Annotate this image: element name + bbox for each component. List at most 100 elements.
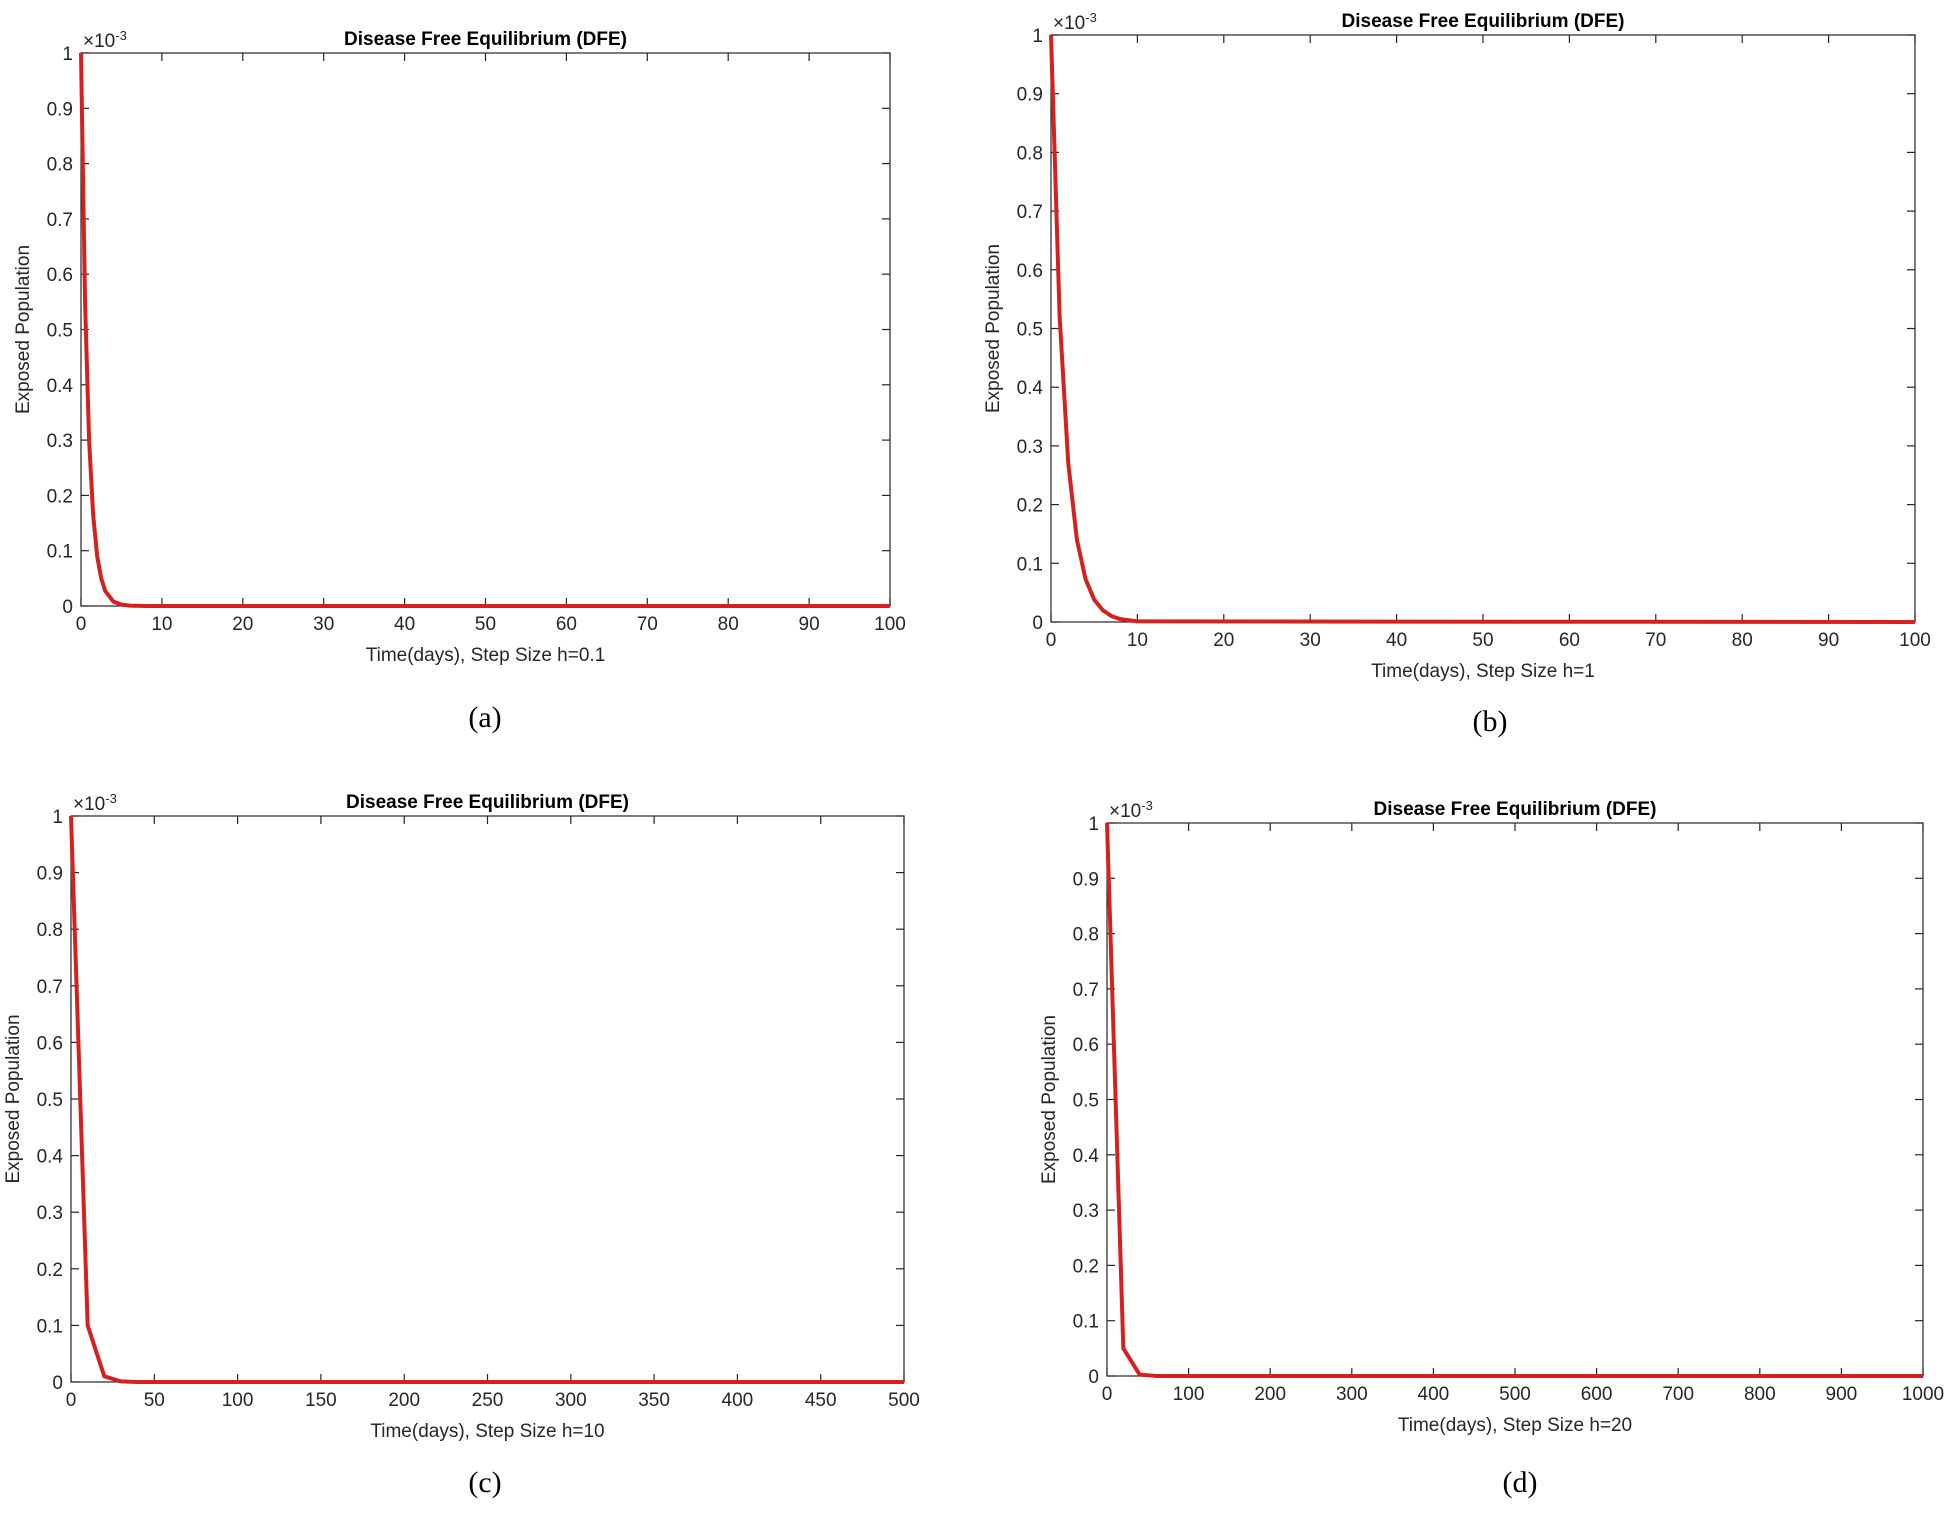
x-tick-label: 300 xyxy=(1336,1384,1368,1405)
x-tick-label: 90 xyxy=(799,614,820,635)
x-tick-label: 0 xyxy=(76,614,87,635)
x-tick-label: 10 xyxy=(1127,630,1148,651)
x-tick-label: 50 xyxy=(1472,630,1493,651)
multiplier-exponent: -3 xyxy=(115,28,127,43)
y-tick-label: 0.4 xyxy=(37,1147,64,1168)
y-tick-label: 0.3 xyxy=(1073,1201,1099,1222)
y-axis-label: Exposed Population xyxy=(1039,1015,1060,1184)
axis-multiplier: ×10-3 xyxy=(73,791,117,815)
y-tick-label: 0.8 xyxy=(1073,925,1099,946)
x-tick-label: 250 xyxy=(472,1390,504,1411)
panel-label: (c) xyxy=(468,1466,501,1499)
x-tick-label: 90 xyxy=(1818,630,1839,651)
x-tick-label: 60 xyxy=(1559,630,1580,651)
x-axis-label: Time(days), Step Size h=1 xyxy=(1371,661,1595,682)
x-axis-label: Time(days), Step Size h=10 xyxy=(370,1421,604,1442)
y-tick-label: 0.5 xyxy=(1017,320,1043,341)
multiplier-base: ×10 xyxy=(1053,13,1085,34)
x-tick-label: 200 xyxy=(1254,1384,1286,1405)
x-tick-label: 10 xyxy=(151,614,172,635)
y-tick-label: 0.3 xyxy=(47,431,73,452)
y-tick-label: 0.8 xyxy=(1017,143,1043,164)
y-tick-label: 1 xyxy=(52,807,63,828)
chart-panel: 0 10 20 30 40 50 60 70 80 90 100 0 0.1 0.2 0.3 0.4 0.5 0.… xyxy=(983,10,1931,738)
y-tick-label: 0 xyxy=(1088,1367,1099,1388)
x-tick-label: 100 xyxy=(1173,1384,1205,1405)
y-tick-label: 0.6 xyxy=(37,1033,63,1054)
multiplier-base: ×10 xyxy=(1109,801,1141,822)
y-tick-label: 0.3 xyxy=(1017,437,1043,458)
multiplier-base: ×10 xyxy=(83,31,115,52)
panel-label: (a) xyxy=(468,701,501,734)
x-tick-label: 450 xyxy=(805,1390,837,1411)
x-tick-label: 150 xyxy=(305,1390,337,1411)
chart-title: Disease Free Equilibrium (DFE) xyxy=(344,29,627,50)
chart-panel: 0 10 20 30 40 50 60 70 80 90 100 0 0.1 0.2 0.3 0.4 0.5 0.… xyxy=(13,28,906,734)
y-tick-label: 0.2 xyxy=(37,1260,63,1281)
y-tick-label: 0.5 xyxy=(47,321,73,342)
x-tick-label: 350 xyxy=(638,1390,670,1411)
x-tick-label: 0 xyxy=(1046,630,1057,651)
x-tick-label: 30 xyxy=(1300,630,1321,651)
y-tick-label: 0.2 xyxy=(1017,496,1043,517)
axis-multiplier: ×10-3 xyxy=(83,28,127,52)
x-axis-label: Time(days), Step Size h=0.1 xyxy=(366,645,606,666)
x-tick-label: 600 xyxy=(1581,1384,1613,1405)
x-tick-label: 70 xyxy=(1645,630,1666,651)
y-tick-label: 0.5 xyxy=(1073,1091,1099,1112)
multiplier-exponent: -3 xyxy=(105,791,117,806)
x-tick-label: 700 xyxy=(1662,1384,1694,1405)
y-tick-label: 0.2 xyxy=(47,486,73,507)
y-tick-label: 0.1 xyxy=(47,542,73,563)
y-tick-label: 0.7 xyxy=(37,977,63,998)
axes-box xyxy=(70,815,905,1383)
x-tick-label: 400 xyxy=(722,1390,754,1411)
y-axis-label: Exposed Population xyxy=(3,1014,24,1183)
x-tick-label: 20 xyxy=(232,614,253,635)
x-tick-label: 200 xyxy=(388,1390,420,1411)
x-tick-label: 1000 xyxy=(1902,1384,1944,1405)
y-axis-label: Exposed Population xyxy=(13,245,34,414)
y-tick-label: 0 xyxy=(62,597,73,618)
y-tick-label: 0 xyxy=(52,1373,63,1394)
data-line xyxy=(69,815,905,1384)
chart-title: Disease Free Equilibrium (DFE) xyxy=(346,792,629,813)
x-tick-label: 0 xyxy=(66,1390,77,1411)
x-tick-label: 70 xyxy=(637,614,658,635)
x-tick-label: 100 xyxy=(874,614,906,635)
multiplier-base: ×10 xyxy=(73,794,105,815)
y-tick-label: 1 xyxy=(1032,26,1043,47)
panel-label: (b) xyxy=(1473,705,1508,738)
x-axis-label: Time(days), Step Size h=20 xyxy=(1398,1415,1632,1436)
x-tick-label: 80 xyxy=(718,614,739,635)
multiplier-exponent: -3 xyxy=(1141,798,1153,813)
x-tick-label: 400 xyxy=(1418,1384,1450,1405)
x-tick-label: 0 xyxy=(1102,1384,1113,1405)
y-tick-label: 0.9 xyxy=(37,864,63,885)
x-tick-label: 500 xyxy=(888,1390,920,1411)
y-tick-label: 0.1 xyxy=(1073,1312,1099,1333)
x-tick-label: 80 xyxy=(1732,630,1753,651)
y-tick-label: 1 xyxy=(62,44,73,65)
axis-multiplier: ×10-3 xyxy=(1109,798,1153,822)
y-axis-label: Exposed Population xyxy=(983,244,1004,413)
axes-box xyxy=(1050,34,1916,623)
y-tick-label: 0.4 xyxy=(1017,378,1044,399)
x-tick-label: 100 xyxy=(222,1390,254,1411)
x-tick-label: 50 xyxy=(144,1390,165,1411)
chart-title: Disease Free Equilibrium (DFE) xyxy=(1342,11,1625,32)
y-tick-label: 0.7 xyxy=(1017,202,1043,223)
x-tick-label: 40 xyxy=(394,614,415,635)
y-tick-label: 0.8 xyxy=(37,920,63,941)
y-tick-label: 0.6 xyxy=(1017,261,1043,282)
multiplier-exponent: -3 xyxy=(1085,10,1097,25)
y-tick-label: 0.9 xyxy=(47,99,73,120)
data-line xyxy=(79,52,891,608)
x-tick-label: 500 xyxy=(1499,1384,1531,1405)
panel-label: (d) xyxy=(1503,1466,1538,1499)
x-tick-label: 60 xyxy=(556,614,577,635)
y-tick-label: 0.8 xyxy=(47,155,73,176)
axes-box xyxy=(80,52,891,607)
x-tick-label: 800 xyxy=(1744,1384,1776,1405)
